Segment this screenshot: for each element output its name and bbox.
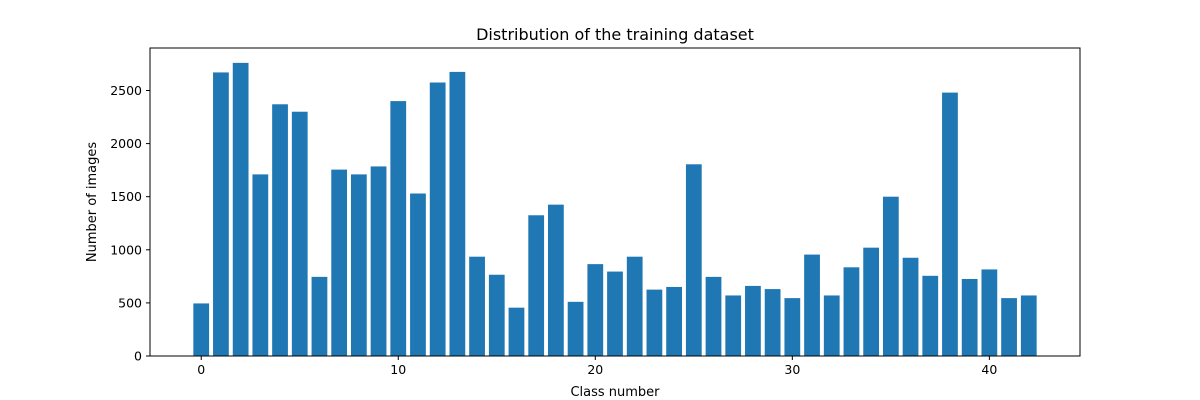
bar-class-29: [764, 289, 781, 356]
bar-class-19: [567, 301, 584, 356]
bar-class-28: [745, 285, 761, 356]
x-tick-label: 40: [981, 362, 997, 377]
bar-class-23: [646, 289, 663, 356]
bar-class-6: [311, 276, 328, 356]
bar-class-39: [961, 279, 978, 356]
x-tick-label: 0: [197, 362, 205, 377]
bar-class-3: [252, 174, 269, 356]
bar-class-10: [390, 101, 407, 356]
bar-class-11: [410, 193, 426, 356]
chart-title: Distribution of the training dataset: [476, 25, 754, 44]
x-tick-label: 10: [390, 362, 406, 377]
bar-class-16: [508, 307, 525, 356]
bar-class-34: [863, 247, 880, 356]
bar-class-41: [1001, 298, 1017, 356]
bar-class-37: [922, 275, 939, 356]
y-axis-label: Number of images: [85, 142, 100, 263]
bar-class-15: [488, 274, 505, 356]
y-axis: 0 500 1000 1500 2000 2500: [110, 83, 150, 364]
bar-class-40: [981, 269, 998, 356]
bar-class-17: [528, 215, 545, 356]
y-tick-label: 2000: [110, 136, 142, 151]
bar-class-21: [607, 271, 623, 356]
x-tick-label: 20: [587, 362, 603, 377]
bar-class-32: [823, 295, 840, 356]
y-tick-label: 1500: [110, 189, 142, 204]
plot-frame: [149, 47, 1081, 357]
y-tick-label: 0: [134, 349, 142, 364]
bar-class-0: [193, 303, 210, 356]
bar-class-42: [1020, 295, 1037, 356]
bar-class-4: [272, 104, 288, 356]
bar-class-8: [350, 174, 367, 356]
bar-class-35: [882, 196, 899, 356]
bar-class-27: [725, 295, 742, 356]
bar-class-18: [548, 204, 564, 356]
bar-class-30: [784, 298, 801, 356]
bar-class-13: [449, 71, 466, 357]
bar-class-20: [587, 264, 604, 356]
bar-class-33: [843, 267, 860, 356]
y-tick-label: 1000: [110, 242, 142, 257]
y-tick-label: 500: [118, 295, 142, 310]
bar-class-2: [232, 62, 249, 357]
bar-class-5: [291, 111, 308, 356]
bar-class-36: [902, 257, 919, 356]
bar-class-14: [469, 256, 485, 356]
bars-group: [193, 62, 1037, 357]
bar-class-24: [666, 286, 682, 356]
bar-class-1: [213, 72, 229, 357]
bar-class-25: [685, 164, 702, 356]
bar-class-38: [942, 92, 958, 356]
bar-class-22: [626, 256, 643, 356]
bar-class-26: [705, 276, 722, 356]
x-axis: 0 10 20 30 40: [197, 356, 997, 377]
bar-class-31: [804, 254, 820, 356]
bar-class-7: [331, 169, 348, 356]
x-axis-label: Class number: [570, 385, 660, 400]
bar-class-12: [429, 82, 446, 356]
x-tick-label: 30: [784, 362, 800, 377]
y-tick-label: 2500: [110, 83, 142, 98]
bar-class-9: [370, 166, 387, 356]
